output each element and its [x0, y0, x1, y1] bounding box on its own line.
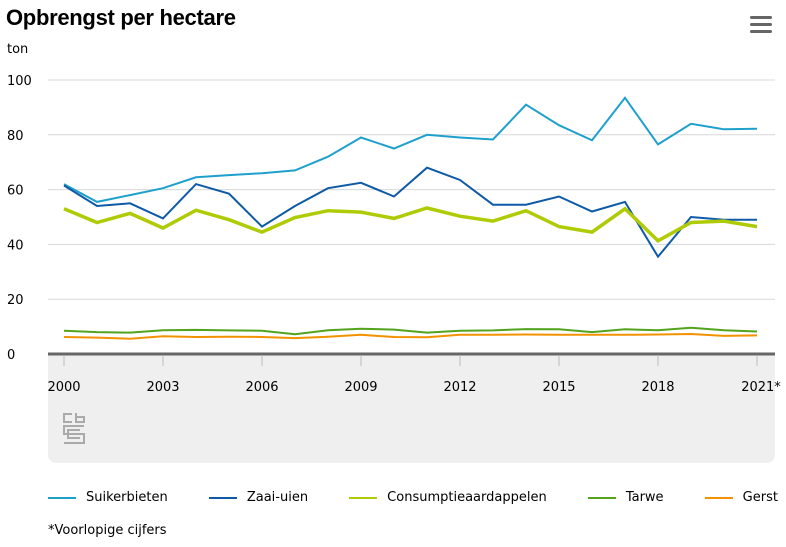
x-tick-label: 2015 [542, 380, 575, 395]
legend-swatch [349, 496, 378, 499]
x-tick-label: 2003 [146, 380, 179, 395]
legend-item[interactable]: Consumptieaardappelen [349, 490, 547, 505]
legend-item[interactable]: Zaai-uien [208, 490, 309, 505]
legend-item[interactable]: Tarwe [587, 490, 664, 505]
legend-label: Zaai-uien [246, 490, 309, 505]
series-line-suikerbieten [63, 96, 758, 203]
hamburger-menu-icon[interactable] [750, 16, 772, 34]
legend-item[interactable]: Gerst [704, 490, 778, 505]
legend-label: Tarwe [625, 490, 664, 505]
legend-label: Consumptieaardappelen [387, 490, 547, 505]
y-tick-label: 60 [7, 184, 24, 199]
legend-item[interactable]: Suikerbieten [48, 490, 168, 505]
chart-title: Opbrengst per hectare [6, 5, 236, 30]
y-tick-label: 40 [7, 238, 24, 253]
x-tick-label: 2006 [245, 380, 278, 395]
legend: Suikerbieten Zaai-uien Consumptieaardapp… [48, 490, 778, 505]
legend-label: Suikerbieten [86, 490, 168, 505]
y-tick-label: 20 [7, 293, 24, 308]
cbs-logo [63, 413, 85, 444]
legend-swatch [587, 496, 616, 499]
y-tick-label: 0 [7, 348, 15, 363]
series-line-gerst [63, 332, 758, 340]
y-axis-label: ton [7, 42, 29, 57]
series-line-consumptieaardappelen [63, 206, 758, 243]
x-axis-panel [48, 354, 775, 463]
x-tick-label: 2009 [344, 380, 377, 395]
legend-swatch [48, 496, 76, 499]
footnote: *Voorlopige cijfers [48, 523, 167, 538]
legend-label: Gerst [742, 490, 778, 505]
legend-swatch [208, 496, 237, 499]
x-tick-label: 2021* [741, 380, 781, 395]
x-tick-label: 2018 [641, 380, 674, 395]
series-line-tarwe [63, 326, 758, 336]
y-tick-label: 100 [7, 74, 32, 89]
series-line-zaai-uien [63, 166, 757, 259]
x-tick-label: 2000 [47, 380, 80, 395]
y-tick-label: 80 [7, 129, 24, 144]
x-tick-label: 2012 [443, 380, 476, 395]
line-chart: 0 20 40 60 80 100 2000 2003 2006 2009 2012 2015 2018… [7, 74, 781, 395]
legend-swatch [704, 496, 733, 499]
